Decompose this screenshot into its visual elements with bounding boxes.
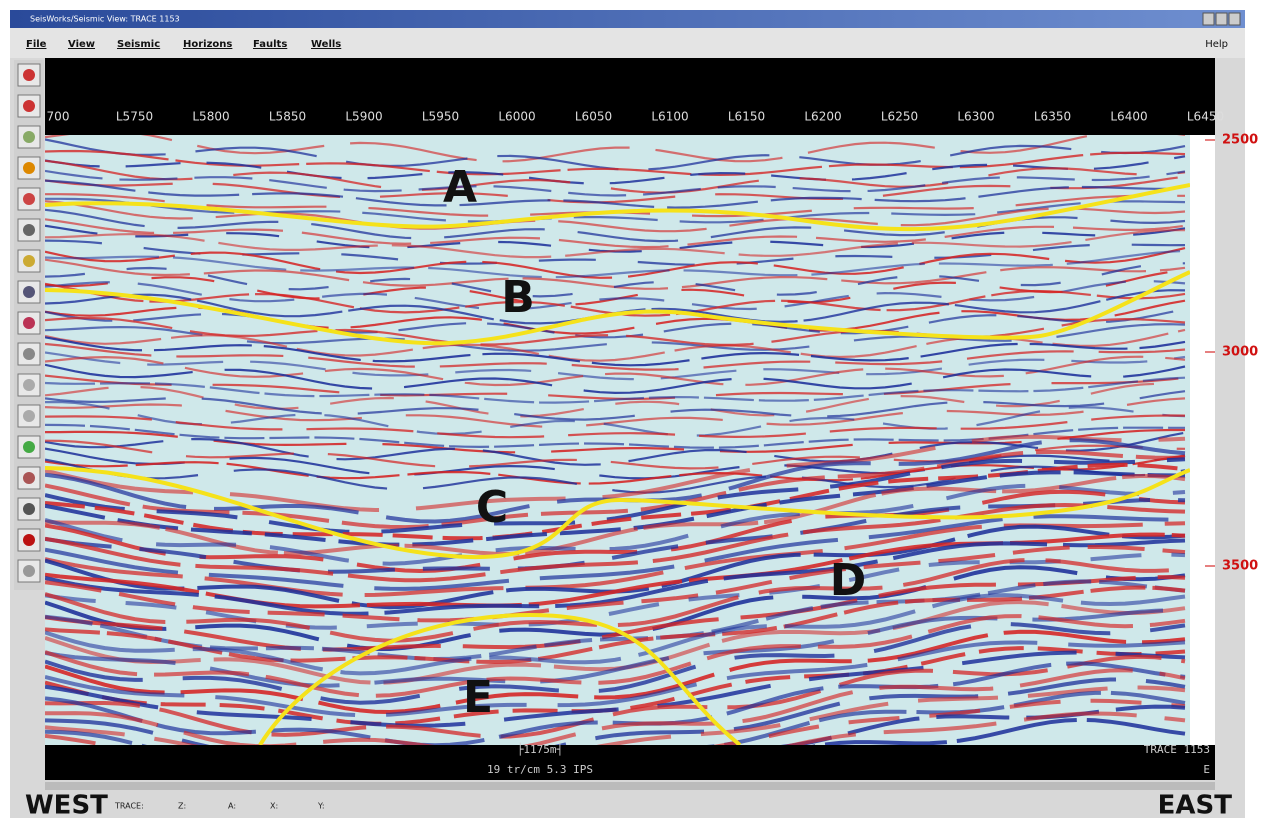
line-label: L6050 bbox=[575, 110, 612, 124]
menu-item[interactable]: Horizons bbox=[183, 39, 232, 50]
window-title: SeisWorks/Seismic View: TRACE 1153 bbox=[30, 15, 180, 24]
tool-icon bbox=[23, 162, 35, 174]
tool-icon bbox=[23, 224, 35, 236]
horizon-label: B bbox=[501, 272, 535, 323]
line-label: L5800 bbox=[192, 110, 229, 124]
menu-help[interactable]: Help bbox=[1205, 39, 1228, 50]
horizon-label: E bbox=[463, 672, 493, 723]
menu-item[interactable]: Seismic bbox=[117, 39, 160, 50]
trace-label: TRACE 1153 bbox=[1144, 743, 1210, 756]
status-field: Y: bbox=[317, 802, 325, 811]
status-field: Z: bbox=[178, 802, 186, 811]
tool-icon bbox=[23, 472, 35, 484]
line-label: 700 bbox=[47, 110, 70, 124]
line-label: L6350 bbox=[1034, 110, 1071, 124]
horizon-label: D bbox=[830, 555, 867, 606]
east-label: EAST bbox=[1158, 791, 1233, 819]
tool-icon bbox=[23, 534, 35, 546]
tool-icon bbox=[23, 503, 35, 515]
toolbar-icons bbox=[18, 64, 40, 582]
depth-label: 2500 bbox=[1222, 133, 1258, 148]
menu-item[interactable]: Wells bbox=[311, 39, 341, 50]
line-label: L6450 bbox=[1187, 110, 1224, 124]
line-label: L6000 bbox=[498, 110, 535, 124]
tool-icon bbox=[23, 317, 35, 329]
window-buttons[interactable] bbox=[1203, 13, 1240, 25]
horizon-label: C bbox=[476, 482, 508, 533]
tool-icon bbox=[23, 286, 35, 298]
menu-item[interactable]: Faults bbox=[253, 39, 287, 50]
tool-icon bbox=[23, 379, 35, 391]
depth-scale bbox=[1190, 135, 1215, 745]
status-field: X: bbox=[270, 802, 278, 811]
title-bar bbox=[10, 10, 1245, 28]
scale-bar: ├1175m┤ bbox=[517, 742, 563, 756]
scrollbar[interactable] bbox=[45, 782, 1215, 790]
west-label: WEST bbox=[25, 791, 108, 819]
line-label: L5750 bbox=[116, 110, 153, 124]
tool-icon bbox=[23, 410, 35, 422]
line-label: L6200 bbox=[804, 110, 841, 124]
line-label: L5900 bbox=[345, 110, 382, 124]
close-button[interactable] bbox=[1229, 13, 1240, 25]
maximize-button[interactable] bbox=[1216, 13, 1227, 25]
menu-item[interactable]: File bbox=[26, 39, 47, 50]
line-label: L5950 bbox=[422, 110, 459, 124]
depth-label: 3500 bbox=[1222, 559, 1258, 574]
line-label: L6400 bbox=[1110, 110, 1147, 124]
menu-item[interactable]: View bbox=[68, 39, 95, 50]
depth-label: 3000 bbox=[1222, 345, 1258, 360]
horizon-label: A bbox=[443, 162, 477, 213]
display-info: 19 tr/cm 5.3 IPS bbox=[487, 763, 593, 776]
seismic-window: SeisWorks/Seismic View: TRACE 1153 File V… bbox=[0, 0, 1265, 818]
line-label: L6100 bbox=[651, 110, 688, 124]
tool-icon bbox=[23, 131, 35, 143]
tool-icon bbox=[23, 193, 35, 205]
tool-icon bbox=[23, 255, 35, 267]
trace-end: E bbox=[1203, 763, 1210, 776]
tool-icon bbox=[23, 69, 35, 81]
status-field: TRACE: bbox=[114, 802, 144, 811]
line-label: L6300 bbox=[957, 110, 994, 124]
line-label: L6250 bbox=[881, 110, 918, 124]
status-field: A: bbox=[228, 802, 236, 811]
minimize-button[interactable] bbox=[1203, 13, 1214, 25]
tool-icon bbox=[23, 441, 35, 453]
line-label: L6150 bbox=[728, 110, 765, 124]
tool-icon bbox=[23, 348, 35, 360]
tool-icon bbox=[23, 565, 35, 577]
line-label: L5850 bbox=[269, 110, 306, 124]
tool-icon bbox=[23, 100, 35, 112]
